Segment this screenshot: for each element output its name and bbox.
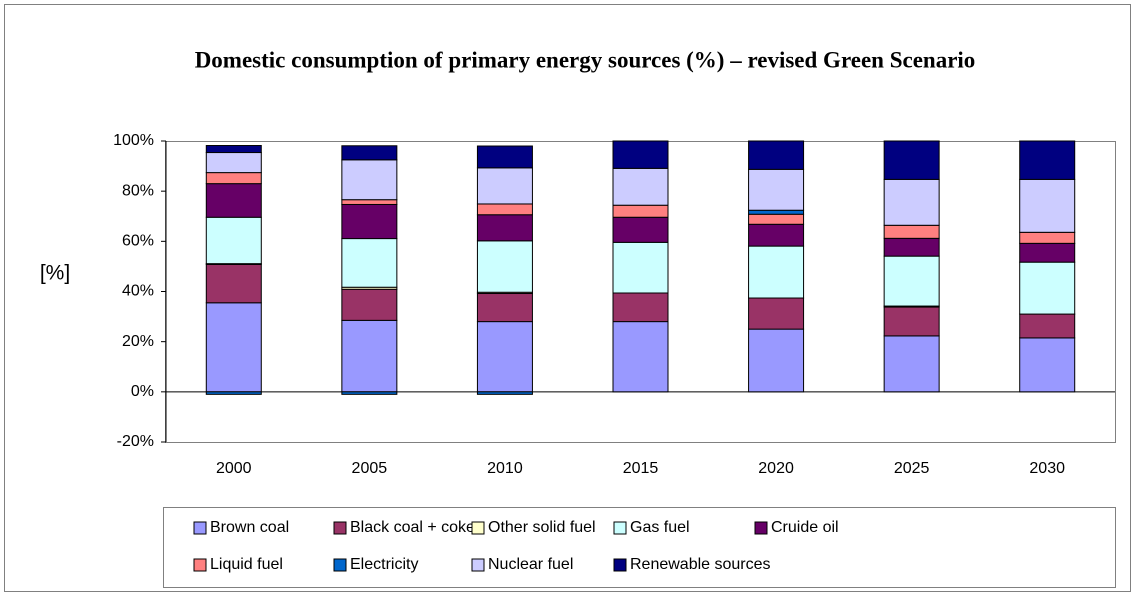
bar-segment (1019, 231, 1076, 244)
bar-segment (205, 183, 262, 218)
chart-border (4, 4, 1131, 592)
bar-segment (883, 224, 940, 239)
legend-label: Cruide oil (771, 519, 839, 536)
bar-segment (341, 288, 398, 321)
legend-label: Liquid fuel (210, 556, 283, 573)
legend-swatch (471, 558, 485, 572)
bar-segment (748, 328, 805, 393)
bar-segment (883, 306, 940, 337)
legend-swatch (471, 521, 485, 535)
bar-segment (1019, 261, 1076, 315)
bar-segment (748, 245, 805, 299)
y-tick-label: 60% (122, 233, 154, 250)
x-tick-label: 2005 (352, 460, 388, 477)
bar-segment (205, 391, 262, 395)
x-tick-label: 2015 (623, 460, 659, 477)
bar-segment (883, 255, 940, 307)
legend-label: Nuclear fuel (488, 556, 573, 573)
legend-swatch (193, 521, 207, 535)
bar-segment (341, 391, 398, 395)
x-tick-label: 2010 (487, 460, 523, 477)
y-axis-label: [%] (40, 262, 70, 285)
bar-segment (205, 216, 262, 265)
y-tick-label: 0% (131, 383, 154, 400)
legend-swatch (193, 558, 207, 572)
legend-label: Gas fuel (630, 519, 690, 536)
bar-segment (748, 168, 805, 211)
bar-segment (612, 140, 669, 169)
bar-segment (476, 321, 533, 393)
x-tick-label: 2020 (758, 460, 794, 477)
bar-segment (476, 214, 533, 242)
bar-segment (1019, 313, 1076, 339)
bar-segment (883, 237, 940, 257)
bar-segment (205, 145, 262, 154)
bar-segment (341, 203, 398, 240)
legend-swatch (333, 521, 347, 535)
bar-segment (748, 209, 805, 215)
legend-label: Other solid fuel (488, 519, 596, 536)
bar-segment (205, 172, 262, 185)
bar-segment (476, 203, 533, 216)
bar-segment (748, 223, 805, 247)
legend-label: Electricity (350, 556, 418, 573)
bar-segment (341, 145, 398, 161)
bar-segment (748, 297, 805, 330)
bar-segment (612, 216, 669, 243)
chart-title: Domestic consumption of primary energy s… (195, 47, 976, 72)
legend-swatch (613, 558, 627, 572)
bar-segment (341, 159, 398, 201)
y-tick-label: 40% (122, 283, 154, 300)
bar-segment (476, 145, 533, 169)
y-tick-label: 80% (122, 182, 154, 199)
x-tick-label: 2025 (894, 460, 930, 477)
bar-segment (476, 167, 533, 205)
bar-segment (476, 391, 533, 395)
bar-segment (612, 292, 669, 323)
bar-segment (612, 167, 669, 206)
bar-segment (1019, 178, 1076, 233)
legend-swatch (333, 558, 347, 572)
legend-label: Brown coal (210, 519, 289, 536)
bar-segment (1019, 337, 1076, 393)
bar-segment (341, 238, 398, 288)
bar-segment (1019, 242, 1076, 263)
bar-segment (748, 140, 805, 170)
x-tick-label: 2030 (1029, 460, 1065, 477)
bar-segment (205, 263, 262, 304)
legend-label: Renewable sources (630, 556, 771, 573)
bar-segment (883, 335, 940, 393)
bar-segment (341, 319, 398, 393)
bar-segment (205, 152, 262, 174)
bar-segment (883, 178, 940, 226)
bar-segment (205, 302, 262, 393)
bar-segment (612, 241, 669, 294)
x-tick-label: 2000 (216, 460, 252, 477)
bar-segment (612, 204, 669, 218)
bar-segment (748, 213, 805, 225)
bar-segment (476, 293, 533, 323)
bar-segment (612, 321, 669, 393)
legend-label: Black coal + coke (350, 519, 475, 536)
bar-segment (1019, 140, 1076, 180)
y-tick-label: 20% (122, 333, 154, 350)
legend-swatch (754, 521, 768, 535)
bar-segment (883, 140, 940, 180)
bar-segment (476, 240, 533, 293)
y-tick-label: 100% (113, 132, 154, 149)
legend-box (163, 507, 1116, 588)
bar-segment (341, 199, 398, 205)
y-tick-label: -20% (117, 433, 154, 450)
legend-swatch (613, 521, 627, 535)
